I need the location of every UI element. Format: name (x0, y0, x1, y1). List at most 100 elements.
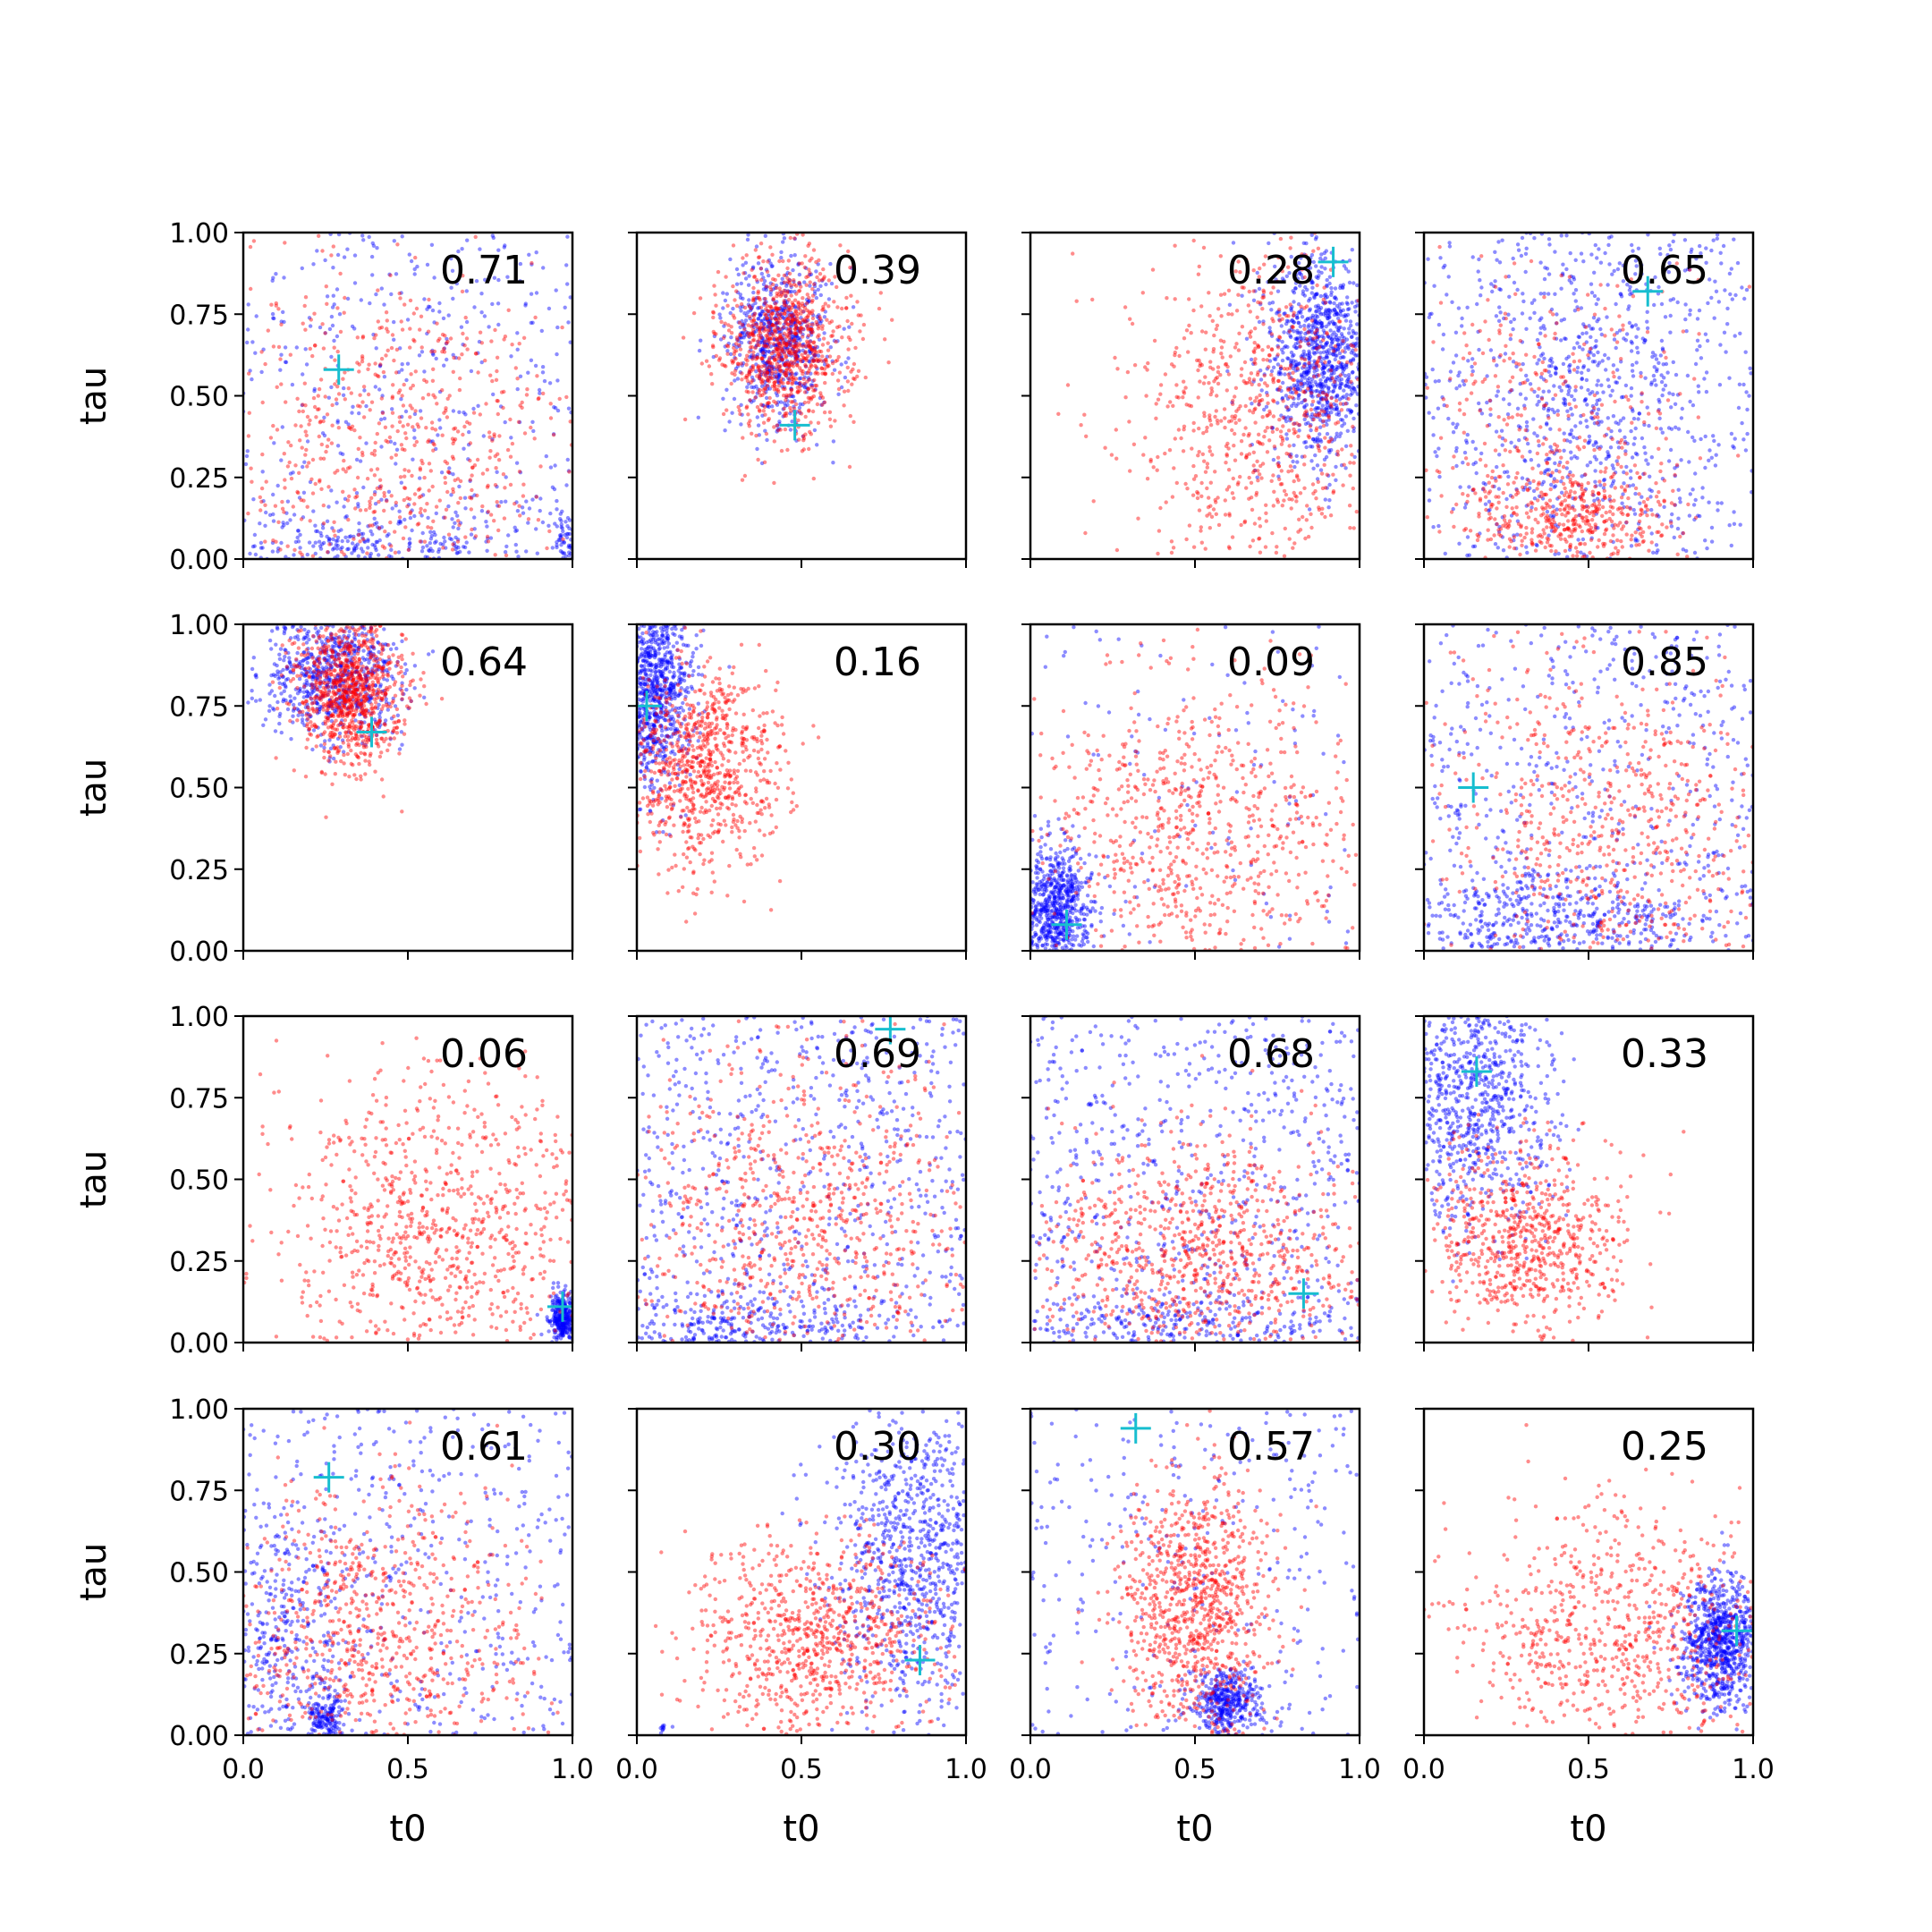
blue-point (367, 234, 371, 240)
blue-point (754, 369, 758, 374)
red-point (1323, 436, 1327, 440)
blue-point (1326, 310, 1331, 316)
blue-point (1295, 328, 1300, 333)
red-point (758, 331, 763, 335)
blue-point (1328, 377, 1333, 381)
red-point (858, 329, 862, 334)
blue-point (1687, 267, 1692, 272)
red-point (326, 485, 331, 489)
blue-point (1314, 309, 1319, 313)
blue-point (772, 375, 777, 379)
blue-point (850, 266, 854, 270)
red-point (1313, 488, 1318, 494)
red-point (1206, 504, 1211, 510)
blue-point (1317, 334, 1322, 339)
red-point (530, 260, 534, 266)
red-point (376, 288, 380, 292)
red-point (774, 306, 778, 311)
blue-point (442, 363, 446, 368)
red-point (791, 375, 796, 380)
red-point (420, 396, 426, 401)
blue-point (1330, 368, 1335, 372)
blue-point (1336, 326, 1342, 330)
blue-point (1525, 550, 1530, 555)
red-point (809, 385, 814, 389)
blue-point (1327, 309, 1333, 313)
blue-point (1441, 265, 1446, 270)
blue-point (832, 368, 837, 372)
red-point (1123, 395, 1128, 400)
blue-point (335, 402, 339, 406)
blue-point (786, 308, 791, 313)
red-point (1155, 468, 1159, 472)
blue-point (1320, 382, 1326, 386)
red-point (806, 326, 810, 331)
blue-point (1345, 307, 1351, 312)
blue-point (1250, 402, 1254, 406)
blue-point (352, 253, 358, 258)
blue-point (1567, 369, 1572, 375)
red-point (1195, 496, 1200, 501)
red-point (804, 356, 809, 360)
red-point (1243, 403, 1248, 409)
red-point (790, 371, 794, 376)
blue-point (1264, 404, 1269, 409)
blue-point (437, 309, 442, 314)
blue-point (763, 363, 767, 369)
blue-point (1621, 416, 1626, 420)
blue-point (1681, 547, 1686, 552)
red-point (1317, 373, 1321, 377)
red-point (781, 381, 785, 386)
red-point (787, 367, 792, 372)
red-point (1320, 390, 1326, 395)
blue-point (1307, 376, 1311, 381)
blue-point (1660, 346, 1665, 351)
red-point (1275, 352, 1280, 357)
blue-point (1479, 451, 1484, 456)
red-point (775, 353, 780, 359)
blue-point (1303, 440, 1309, 445)
red-point (1284, 305, 1289, 309)
blue-point (1318, 312, 1324, 317)
blue-point (1580, 537, 1586, 542)
red-point (422, 377, 427, 383)
blue-point (1314, 275, 1319, 279)
blue-point (1312, 294, 1317, 299)
blue-point (788, 323, 792, 327)
blue-point (1703, 434, 1707, 439)
red-point (807, 409, 811, 413)
blue-point (1310, 384, 1315, 388)
red-point (792, 377, 796, 382)
red-point (1231, 476, 1236, 481)
blue-point (1611, 414, 1616, 419)
blue-point (430, 439, 435, 444)
red-point (310, 554, 316, 558)
red-point (818, 272, 823, 276)
blue-point (566, 320, 571, 325)
red-point (431, 367, 436, 371)
blue-point (248, 551, 252, 556)
blue-point (272, 316, 276, 321)
blue-point (1289, 452, 1293, 457)
red-point (1328, 402, 1334, 407)
blue-point (499, 500, 504, 504)
red-point (815, 359, 819, 363)
red-point (1182, 391, 1187, 395)
blue-point (756, 352, 760, 357)
red-point (751, 334, 756, 338)
blue-point (1330, 333, 1335, 337)
blue-point (1327, 482, 1332, 487)
blue-point (1569, 450, 1573, 454)
blue-point (462, 411, 466, 415)
blue-point (776, 373, 781, 377)
blue-point (1342, 314, 1346, 318)
red-point (419, 345, 424, 350)
red-point (425, 502, 429, 506)
red-point (378, 484, 384, 488)
red-point (837, 370, 843, 375)
blue-point (279, 319, 284, 324)
blue-point (779, 290, 784, 295)
blue-point (1313, 332, 1318, 336)
red-point (1256, 370, 1260, 375)
blue-point (1289, 327, 1294, 332)
